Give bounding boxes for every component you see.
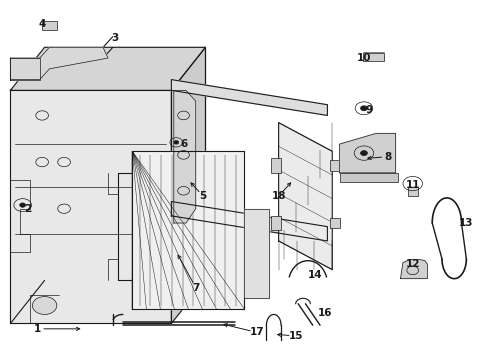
Bar xyxy=(271,158,281,173)
Polygon shape xyxy=(171,202,327,241)
Circle shape xyxy=(360,150,366,156)
Bar xyxy=(271,216,281,230)
Polygon shape xyxy=(132,151,244,309)
Polygon shape xyxy=(10,58,40,80)
Bar xyxy=(339,173,397,182)
Bar xyxy=(329,160,339,171)
Text: 8: 8 xyxy=(384,152,391,162)
Text: 4: 4 xyxy=(39,19,46,29)
Text: 15: 15 xyxy=(288,331,303,341)
Bar xyxy=(42,22,57,31)
Circle shape xyxy=(360,106,366,111)
Polygon shape xyxy=(339,134,395,173)
Text: 5: 5 xyxy=(199,191,206,201)
Polygon shape xyxy=(10,90,171,323)
Text: 14: 14 xyxy=(307,270,322,280)
Polygon shape xyxy=(10,47,108,80)
Text: 16: 16 xyxy=(317,308,331,318)
Text: 12: 12 xyxy=(405,259,419,269)
Text: 3: 3 xyxy=(111,33,119,43)
Polygon shape xyxy=(173,90,195,223)
Text: 11: 11 xyxy=(405,180,419,190)
Circle shape xyxy=(32,297,57,315)
Polygon shape xyxy=(244,209,268,298)
Polygon shape xyxy=(10,47,205,90)
Text: 10: 10 xyxy=(356,53,370,63)
Circle shape xyxy=(173,140,178,144)
Polygon shape xyxy=(278,123,331,270)
Polygon shape xyxy=(400,260,427,279)
Text: 7: 7 xyxy=(192,283,199,293)
Text: 1: 1 xyxy=(34,324,41,334)
Text: 18: 18 xyxy=(271,191,285,201)
Bar xyxy=(407,187,417,196)
Text: 6: 6 xyxy=(180,139,187,149)
Polygon shape xyxy=(171,47,205,323)
Text: 2: 2 xyxy=(24,204,31,214)
Polygon shape xyxy=(171,80,327,116)
FancyBboxPatch shape xyxy=(362,53,384,60)
Circle shape xyxy=(20,203,25,207)
Text: 13: 13 xyxy=(458,218,473,228)
Text: 17: 17 xyxy=(249,327,264,337)
Bar xyxy=(329,218,339,228)
Text: 9: 9 xyxy=(365,105,372,115)
